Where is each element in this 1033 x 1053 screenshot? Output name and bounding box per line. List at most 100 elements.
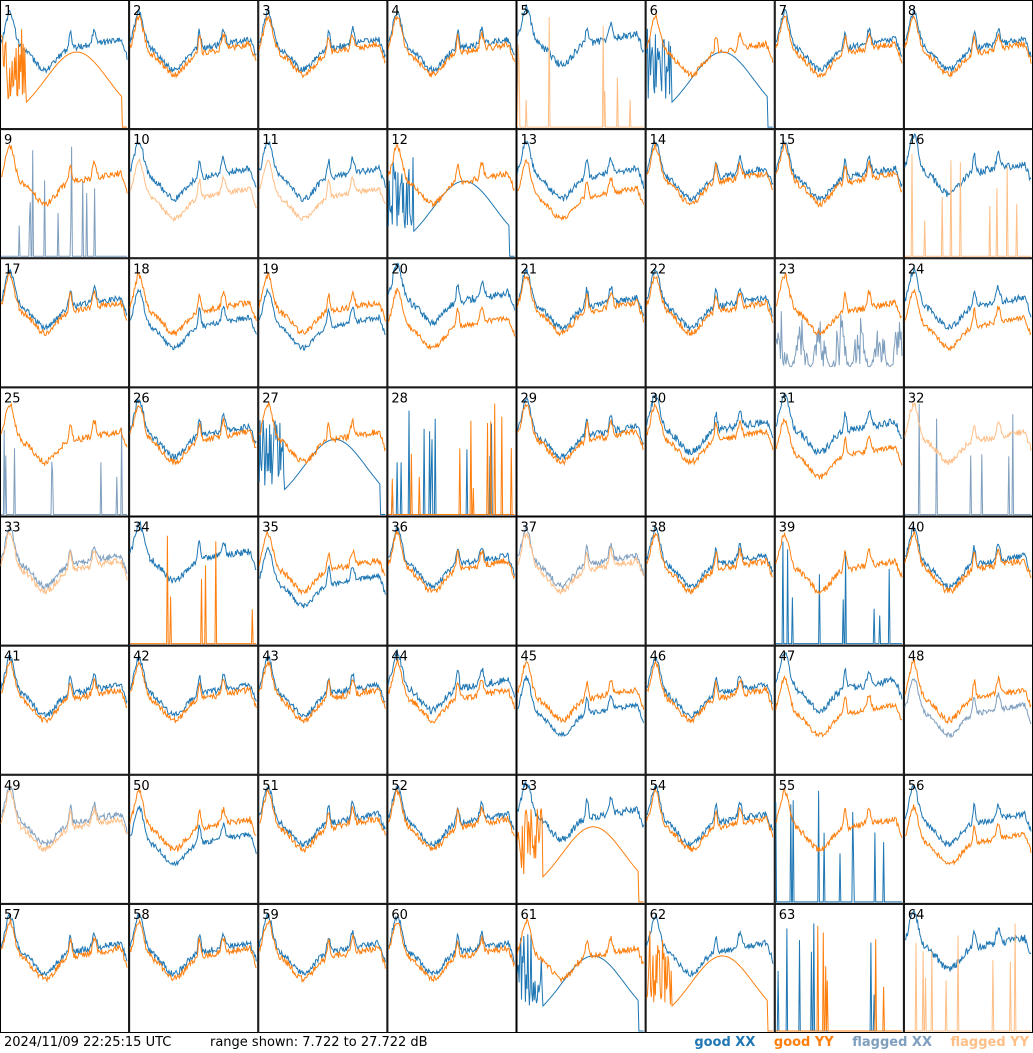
series-yy-29 [517, 403, 644, 466]
panel-label: 54 [650, 779, 667, 794]
series-yy-4 [387, 15, 515, 78]
panel-label: 39 [779, 521, 796, 536]
panel-28: 28 [387, 387, 517, 517]
series-xx-17 [1, 268, 128, 331]
series-xx-8 [904, 7, 1032, 72]
panel-label: 11 [262, 133, 279, 148]
panel-label: 24 [908, 262, 925, 277]
panel-label: 64 [908, 908, 925, 923]
panel-frame [129, 903, 259, 1033]
panel-label: 29 [521, 391, 538, 406]
series-yy-2 [129, 13, 257, 79]
series-yy-5 [517, 16, 644, 128]
series-xx-46 [646, 656, 773, 719]
panel-33: 33 [0, 516, 130, 646]
panel-42: 42 [129, 645, 259, 775]
series-yy-61 [517, 917, 645, 984]
series-xx-39 [775, 541, 902, 645]
series-yy-41 [0, 660, 128, 724]
panel-frame [129, 387, 259, 517]
panel-27: 27 [258, 387, 388, 517]
series-yy-53 [517, 808, 644, 903]
panel-label: 36 [391, 521, 408, 536]
series-xx-55 [775, 790, 902, 903]
panel-frame [258, 258, 388, 388]
panel-label: 40 [908, 521, 925, 536]
panel-41: 41 [0, 645, 130, 775]
panel-37: 37 [516, 516, 646, 646]
panel-17: 17 [0, 258, 130, 388]
series-xx-45 [517, 675, 645, 738]
series-xx-41 [0, 654, 128, 718]
panel-frame [0, 516, 130, 646]
series-yy-57 [0, 919, 128, 983]
series-xx-15 [775, 140, 903, 202]
series-yy-62 [646, 930, 773, 1032]
panel-35: 35 [258, 516, 388, 646]
panel-frame [774, 258, 904, 388]
panel-frame [258, 387, 388, 517]
series-yy-31 [775, 417, 903, 481]
series-xx-24 [904, 267, 1032, 331]
panel-11: 11 [258, 129, 388, 259]
panel-label: 56 [908, 779, 925, 794]
panel-frame [774, 774, 904, 904]
panel-20: 20 [387, 258, 517, 388]
series-xx-31 [775, 392, 903, 456]
series-yy-56 [904, 804, 1032, 866]
panel-frame [0, 645, 130, 775]
panel-frame [516, 516, 646, 646]
panel-frame [774, 645, 904, 775]
panel-label: 55 [779, 779, 796, 794]
panel-64: 64 [903, 903, 1033, 1033]
panel-frame [645, 0, 775, 130]
series-xx-64 [904, 910, 1032, 972]
panel-frame [645, 258, 775, 388]
series-yy-17 [0, 272, 128, 337]
panel-frame [258, 774, 388, 904]
panel-label: 8 [908, 4, 916, 19]
series-yy-35 [258, 530, 386, 596]
series-xx-5 [517, 4, 645, 68]
series-yy-9 [0, 143, 128, 208]
panel-frame [645, 516, 775, 646]
panel-label: 12 [391, 133, 408, 148]
series-xx-30 [646, 393, 774, 456]
series-yy-49 [0, 789, 128, 852]
series-yy-43 [258, 660, 386, 724]
panel-frame [645, 129, 775, 259]
series-yy-8 [904, 14, 1032, 78]
series-xx-52 [387, 785, 515, 849]
panel-label: 25 [4, 391, 21, 406]
panel-frame [387, 387, 517, 517]
panel-34: 34 [129, 516, 259, 646]
legend-good-yy: good YY [773, 1035, 834, 1050]
panel-frame [0, 129, 130, 259]
legend: good XX good YY flagged XX flagged YY [680, 1035, 1029, 1050]
panel-51: 51 [258, 774, 388, 904]
panel-38: 38 [645, 516, 775, 646]
series-xx-40 [904, 525, 1032, 590]
panel-label: 17 [4, 262, 21, 277]
panel-label: 62 [650, 908, 667, 923]
series-yy-36 [387, 529, 515, 594]
series-yy-46 [646, 660, 774, 724]
series-xx-14 [646, 140, 774, 203]
panel-frame [516, 0, 646, 130]
series-xx-2 [129, 9, 257, 73]
panel-label: 32 [908, 391, 925, 406]
panel-5: 5 [516, 0, 646, 130]
panel-label: 50 [133, 779, 150, 794]
panel-frame [774, 516, 904, 646]
series-xx-11 [258, 139, 386, 203]
series-yy-47 [775, 675, 903, 738]
panel-1: 1 [0, 0, 130, 130]
panel-45: 45 [516, 645, 646, 775]
series-yy-30 [646, 402, 774, 466]
series-yy-64 [904, 923, 1031, 1032]
panel-31: 31 [774, 387, 904, 517]
panel-frame [516, 387, 646, 517]
series-xx-36 [388, 526, 515, 590]
panel-frame [258, 645, 388, 775]
series-yy-39 [775, 531, 903, 596]
